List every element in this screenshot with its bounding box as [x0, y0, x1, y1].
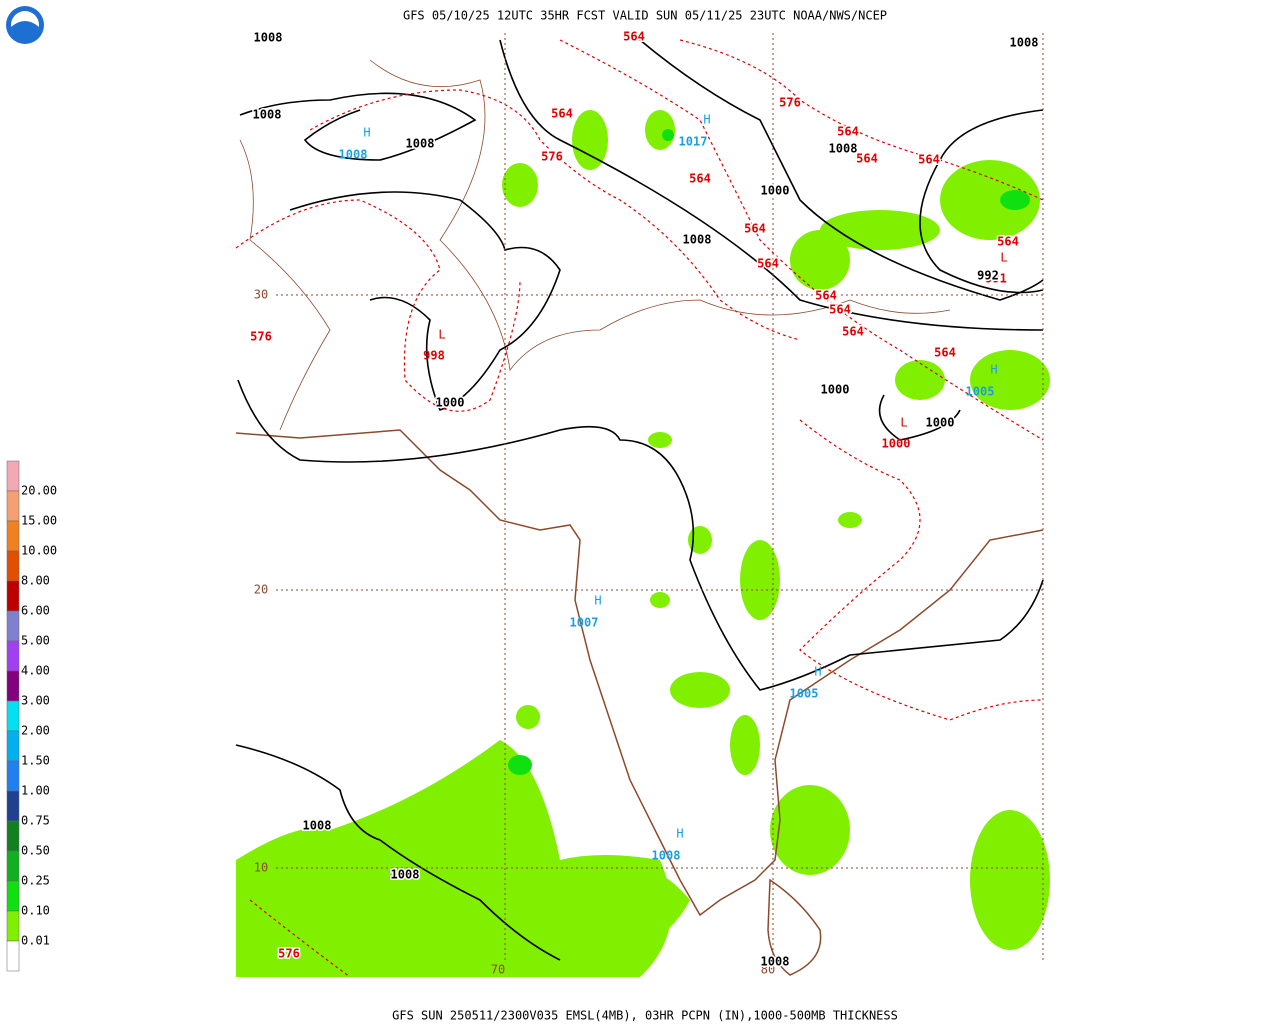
legend-label: 1.50	[21, 754, 50, 768]
caption: GFS SUN 250511/2300V035 EMSL(4MB), 03HR …	[392, 1009, 898, 1023]
thickness-label: 564	[689, 172, 711, 186]
isobar-label: 992	[977, 269, 999, 283]
thickness-label: 564	[837, 125, 859, 139]
thickness-label: 564	[856, 152, 878, 166]
high-value: 1007	[570, 616, 599, 630]
latitude-label: 10	[254, 861, 268, 875]
legend-swatch	[6, 580, 20, 612]
thickness-label: 564	[934, 346, 956, 360]
thickness-label: 564	[623, 30, 645, 44]
isobar-label: 1008	[303, 819, 332, 833]
legend-swatch	[6, 460, 20, 492]
legend-swatch	[6, 700, 20, 732]
thickness-label: 564	[829, 303, 851, 317]
low-symbol: L	[1000, 251, 1007, 265]
thickness-label: 576	[250, 330, 272, 344]
thickness-label: 576	[779, 96, 801, 110]
legend-swatch	[6, 910, 20, 942]
low-symbol: L	[900, 416, 907, 430]
map-labels: 30 20 10 70 80 H 1008 H 1017 H 1007 H 1005 H 1008 H 1005…	[249, 28, 1040, 977]
high-value: 1017	[679, 135, 708, 149]
legend-swatch	[6, 730, 20, 762]
legend-label: 3.00	[21, 694, 50, 708]
legend-label: 2.00	[21, 724, 50, 738]
legend-swatch	[6, 670, 20, 702]
legend-swatch	[6, 490, 20, 522]
legend-swatch	[6, 640, 20, 672]
low-value: 991	[985, 272, 1007, 286]
legend-label: 15.00	[21, 514, 57, 528]
legend-label: 0.50	[21, 844, 50, 858]
legend-swatch	[6, 880, 20, 912]
high-value: 1005	[790, 687, 819, 701]
legend-label: 0.10	[21, 904, 50, 918]
low-symbol: L	[438, 328, 445, 342]
thickness-label: 564	[815, 289, 837, 303]
isobar-label: 1000	[926, 416, 955, 430]
isobar-label: 1000	[821, 383, 850, 397]
legend-label: 0.01	[21, 934, 50, 948]
legend-swatch	[6, 520, 20, 552]
isobar-label: 1008	[761, 955, 790, 969]
isobar-label: 1008	[391, 868, 420, 882]
high-symbol: H	[814, 665, 821, 679]
legend-label: 4.00	[21, 664, 50, 678]
latitude-label: 30	[254, 288, 268, 302]
isobar-label: 1008	[683, 233, 712, 247]
legend-swatch	[6, 790, 20, 822]
thickness-label: 564	[551, 107, 573, 121]
thickness-lines	[235, 39, 1044, 978]
thickness-label: 564	[918, 153, 940, 167]
longitude-label: 70	[491, 963, 505, 977]
high-symbol: H	[594, 594, 601, 608]
title: GFS 05/10/25 12UTC 35HR FCST VALID SUN 0…	[403, 9, 887, 23]
high-value: 1008	[652, 849, 681, 863]
isobar-label: 1000	[761, 184, 790, 198]
low-value: 998	[423, 349, 445, 363]
legend-label: 5.00	[21, 634, 50, 648]
precip-legend: 20.00 15.00 10.00 8.00 6.00 5.00 4.00 3.00 2.00 1…	[6, 460, 57, 972]
latitude-label: 20	[254, 583, 268, 597]
legend-swatch	[6, 550, 20, 582]
isobar-label: 1008	[254, 31, 283, 45]
legend-swatch	[6, 820, 20, 852]
legend-label: 10.00	[21, 544, 57, 558]
high-value: 1008	[339, 148, 368, 162]
isobar-label: 1008	[829, 142, 858, 156]
legend-swatch	[6, 760, 20, 792]
thickness-label: 564	[842, 325, 864, 339]
precip-areas	[236, 110, 1050, 977]
isobar-label: 1008	[406, 137, 435, 151]
thickness-label: 576	[541, 150, 563, 164]
legend-label: 6.00	[21, 604, 50, 618]
legend-label: 8.00	[21, 574, 50, 588]
low-value: 1000	[882, 437, 911, 451]
legend-swatch	[6, 610, 20, 642]
high-symbol: H	[676, 827, 683, 841]
high-symbol: H	[703, 113, 710, 127]
noaa-logo	[6, 6, 44, 44]
isobars	[235, 39, 1044, 961]
thickness-label: 564	[757, 257, 779, 271]
legend-label: 20.00	[21, 484, 57, 498]
high-symbol: H	[990, 363, 997, 377]
isobar-label: 1000	[436, 396, 465, 410]
legend-swatch	[6, 850, 20, 882]
map-area	[235, 33, 1050, 978]
legend-label: 1.00	[21, 784, 50, 798]
isobar-label: 1008	[1010, 36, 1039, 50]
longitude-label: 80	[761, 963, 775, 977]
high-value: 1005	[966, 385, 995, 399]
isobar-label: 1008	[253, 108, 282, 122]
legend-label: 0.75	[21, 814, 50, 828]
thickness-label: 576	[278, 947, 300, 961]
thickness-label: 564	[997, 235, 1019, 249]
high-symbol: H	[363, 126, 370, 140]
legend-label: 0.25	[21, 874, 50, 888]
thickness-label: 564	[744, 222, 766, 236]
legend-swatch	[6, 940, 20, 972]
